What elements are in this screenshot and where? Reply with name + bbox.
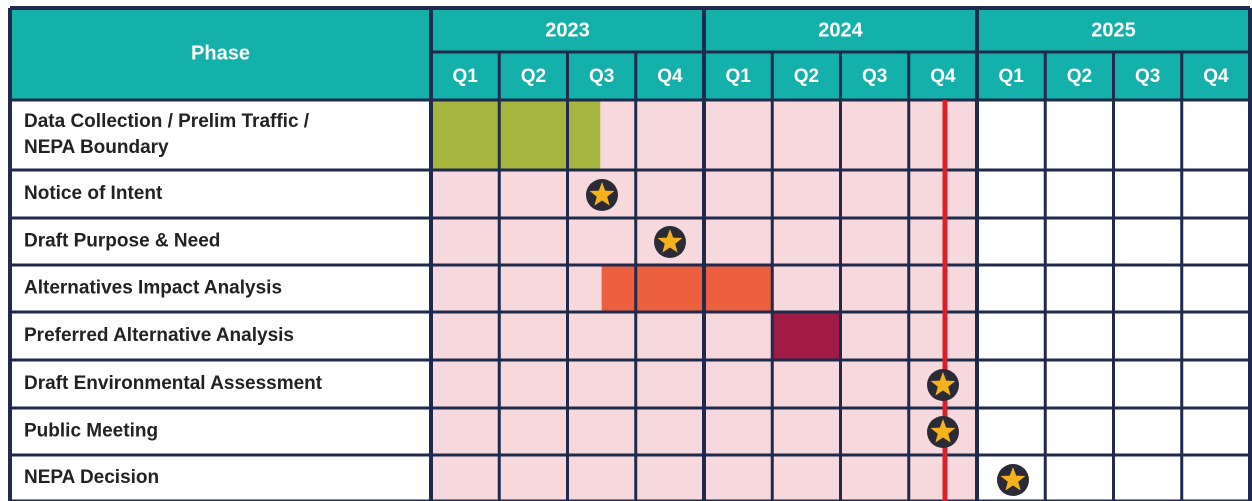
quarter-header: Q4 [930,66,956,87]
phase-label: Alternatives Impact Analysis [24,278,282,299]
task-bar [431,100,601,170]
phase-label: Preferred Alternative Analysis [24,325,294,346]
row-label-cell [10,100,431,170]
milestone-star [657,229,683,253]
quarter-header: Q2 [1067,66,1092,87]
quarter-header: Q3 [1135,66,1160,87]
quarter-header: Q2 [794,66,819,87]
quarter-header: Q2 [521,66,546,87]
quarter-header: Q4 [1203,66,1229,87]
phase-label: Public Meeting [24,421,158,442]
task-bar [601,265,773,312]
phase-label: Data Collection / Prelim Traffic / [24,111,310,132]
phase-label: Draft Purpose & Need [24,231,220,252]
row-label-cell [10,408,431,455]
quarter-header: Q1 [998,66,1024,87]
phase-label: Draft Environmental Assessment [24,373,323,394]
task-bar [772,312,841,360]
milestone-star [930,372,956,396]
milestone-star [1000,467,1026,491]
milestone-star [589,182,615,206]
row-label-cell [10,312,431,360]
phase-label: Notice of Intent [24,183,163,204]
row-label-cell [10,360,431,408]
row-label-cell [10,455,431,501]
phase-header: Phase [191,42,250,64]
quarter-header: Q3 [589,66,614,87]
row-label-cell [10,170,431,218]
phase-label: NEPA Decision [24,467,159,488]
milestone-star [930,419,956,443]
year-header: 2023 [545,19,590,41]
quarter-header: Q4 [657,66,683,87]
row-label-cell [10,265,431,312]
header-bg [10,8,1250,100]
row-label-cell [10,218,431,265]
quarter-header: Q1 [725,66,751,87]
phase-label: NEPA Boundary [24,137,169,158]
year-header: 2024 [818,19,863,41]
quarter-header: Q1 [452,66,478,87]
quarter-header: Q3 [862,66,887,87]
year-header: 2025 [1091,19,1136,41]
